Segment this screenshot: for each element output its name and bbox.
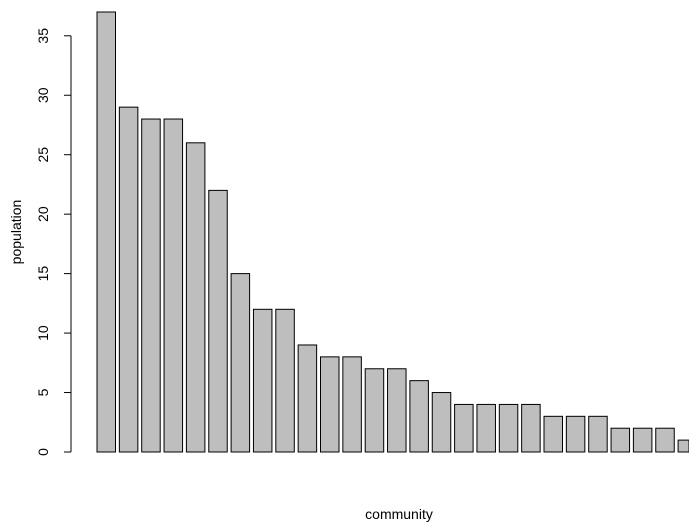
bar (521, 403, 541, 453)
bar (96, 11, 116, 453)
bar (565, 415, 586, 453)
bar (364, 368, 385, 453)
bar (208, 189, 228, 453)
y-axis-label: population (8, 200, 24, 265)
bar (185, 142, 206, 453)
y-tick-label: 15 (35, 266, 51, 282)
y-tick-label: 5 (35, 388, 51, 396)
bar (610, 427, 631, 453)
bar (387, 368, 407, 453)
bar (655, 427, 675, 453)
bar (454, 403, 474, 453)
bar (275, 308, 295, 453)
y-tick-label: 0 (35, 448, 51, 456)
bar (588, 415, 608, 453)
y-tick-label: 30 (35, 87, 51, 103)
y-tick-label: 35 (35, 28, 51, 44)
bar (118, 106, 139, 453)
bar (320, 356, 340, 453)
bar (632, 427, 653, 453)
bar (677, 439, 689, 453)
bar (141, 118, 161, 453)
bar (543, 415, 563, 453)
bar (230, 273, 251, 453)
bar (342, 356, 362, 453)
bar (476, 403, 496, 453)
bar (163, 118, 184, 453)
x-axis-label: community (365, 506, 433, 522)
bars-group (96, 11, 689, 453)
bar (431, 392, 452, 453)
y-tick-label: 20 (35, 206, 51, 222)
y-axis: 0 5 10 15 20 25 30 35 (35, 28, 72, 456)
bar (252, 308, 273, 453)
y-tick-label: 10 (35, 325, 51, 341)
bar (409, 380, 429, 453)
bar (297, 344, 318, 453)
y-tick-label: 25 (35, 147, 51, 163)
bar (498, 403, 519, 453)
